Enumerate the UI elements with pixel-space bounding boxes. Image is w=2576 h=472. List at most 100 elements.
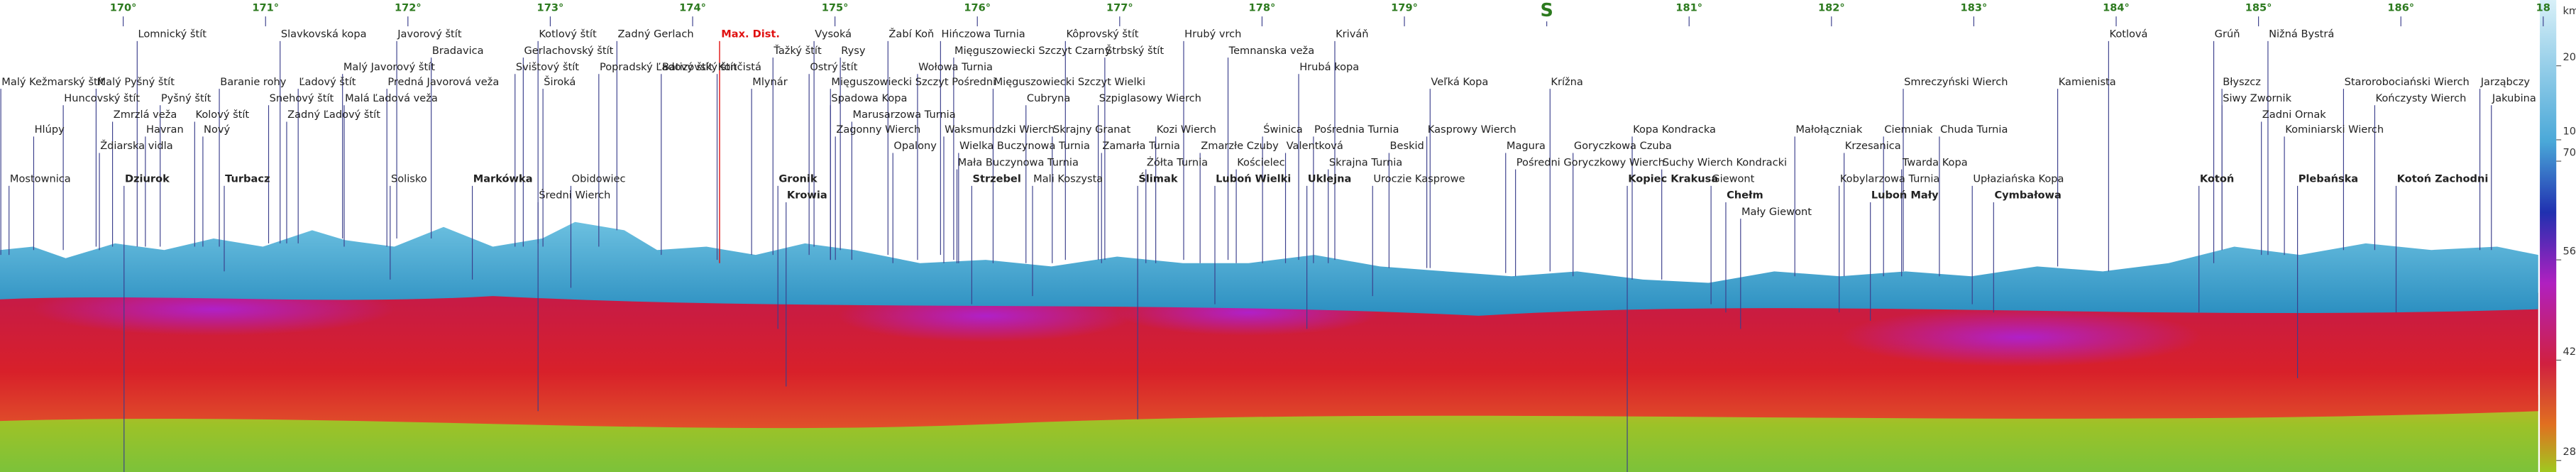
peak-label: Kôprovský štít	[1066, 28, 1138, 40]
peak-label: Zamarła Turnia	[1102, 140, 1180, 152]
compass-label: 170°	[110, 2, 137, 14]
peak-label: Široká	[544, 75, 576, 88]
compass-label: S	[1540, 0, 1553, 21]
peak-label: Nižná Bystrá	[2269, 28, 2334, 40]
peak-label: Gronik	[778, 173, 818, 185]
peak-label: Dziurok	[125, 173, 170, 185]
peak-label: Havran	[146, 124, 184, 136]
peak-label: Giewont	[1712, 173, 1754, 185]
peak-label: Zadný Ľadový štít	[287, 109, 380, 121]
peak-label: Mała Buczynowa Turnia	[958, 156, 1079, 168]
peak-label: Cubryna	[1027, 92, 1070, 104]
peak-label: Kotoń Zachodni	[2397, 173, 2489, 185]
peak-label: Kotlový štít	[539, 28, 597, 40]
peak-label: Obidowiec	[572, 173, 626, 185]
peak-label: Beskid	[1390, 140, 1424, 152]
peak-label: Javorový štít	[397, 28, 462, 40]
compass-label: 185°	[2245, 2, 2272, 14]
peak-label: Goryczkowa Czuba	[1574, 140, 1672, 152]
peak-label: Malý Pyšný štít	[97, 76, 175, 88]
peak-label: Slavkovská kopa	[281, 28, 367, 40]
peak-label: Kozi Wierch	[1157, 124, 1216, 136]
peak-label: Średni Wierch	[539, 189, 610, 202]
peak-label: Lomnický štít	[138, 28, 207, 40]
peak-label: Svištový štít	[516, 61, 579, 73]
peak-label: Kościelec	[1237, 156, 1284, 168]
peak-label: Hrubý vrch	[1184, 28, 1241, 40]
peak-label: Snehový štít	[270, 92, 334, 104]
peak-label: Mięguszowiecki Szczyt Pośredni	[831, 76, 996, 88]
peak-label: Huncovský štít	[64, 92, 140, 104]
peak-label: Štrbský štít	[1106, 44, 1164, 57]
peak-label: Strzebel	[973, 173, 1021, 185]
peak-label: Kasprowy Wierch	[1428, 124, 1517, 136]
peak-label: Kopiec Krakusa	[1628, 173, 1718, 185]
compass-label: 182°	[1818, 2, 1845, 14]
peak-label: Grúň	[2215, 28, 2240, 40]
peak-label: Skrajna Turnia	[1329, 156, 1402, 168]
peak-label: Nový	[204, 124, 230, 136]
peak-label: Kotlová	[2110, 28, 2148, 40]
compass-label: 171°	[252, 2, 279, 14]
peak-label: Żółta Turnia	[1147, 155, 1208, 168]
peak-label: Kriváň	[1336, 28, 1368, 40]
peak-label: Kominiarski Wierch	[2285, 124, 2384, 136]
terrain	[0, 221, 2538, 472]
shade	[1839, 307, 2202, 367]
peak-label: Popradský Ľadový štít	[600, 61, 713, 73]
peak-label: Kopa Kondracka	[1633, 124, 1716, 136]
peak-label: Ťažký štít	[773, 45, 822, 57]
peak-label: Ciemniak	[1884, 124, 1933, 136]
peak-label: Ľadový štít	[299, 76, 356, 88]
peak-label: Cymbałowa	[1994, 190, 2061, 202]
peak-label: Zadný Gerlach	[617, 28, 693, 40]
peak-label: Markówka	[473, 173, 533, 185]
peak-label: Kotoń	[2200, 173, 2234, 185]
peak-label: Plebańska	[2299, 173, 2358, 185]
peak-label: Suchy Wierch Kondracki	[1663, 156, 1787, 168]
peak-label: Mięguszowiecki Szczyt Czarny	[954, 45, 1111, 57]
peak-label: Błyszcz	[2223, 76, 2261, 88]
peak-label: Małołączniak	[1795, 124, 1862, 136]
peak-label: Uklejna	[1308, 173, 1352, 185]
compass-label: 177°	[1106, 2, 1133, 14]
peak-label: Chełm	[1727, 190, 1763, 202]
peak-label: Predná Javorová veža	[387, 76, 499, 88]
compass-label: 186°	[2387, 2, 2414, 14]
max-dist-label: Max. Dist.	[721, 28, 780, 40]
peak-label: Jarząbczy	[2480, 76, 2531, 88]
peak-label: Uroczie Kasprowe	[1373, 173, 1465, 185]
peak-label: Mostownica	[10, 173, 71, 185]
peak-label: Jakubina	[2492, 92, 2536, 104]
peak-label: Starorobociański Wierch	[2345, 76, 2470, 88]
scale-label: 100	[2563, 125, 2576, 137]
peak-label: Mali Koszysta	[1033, 173, 1103, 185]
compass-label: 173°	[537, 2, 564, 14]
peak-label: Upłaziańska Kopa	[1973, 173, 2064, 185]
compass-label: 184°	[2103, 2, 2130, 14]
peak-label: Ślimak	[1138, 172, 1177, 185]
peak-label: Luboń Mały	[1871, 190, 1939, 202]
peak-label: Ždiarska vidla	[100, 139, 172, 152]
compass-label: 178°	[1249, 2, 1276, 14]
peak-label: Smreczyński Wierch	[1904, 76, 2008, 88]
peak-label: Twarda Kopa	[1902, 156, 1968, 168]
compass-label: 175°	[822, 2, 849, 14]
peak-label: Marusarzowa Turnia	[853, 109, 956, 121]
peak-label: Wołowa Turnia	[918, 61, 993, 73]
compass-label: 179°	[1391, 2, 1418, 14]
peak-label: Spadowa Kopa	[831, 92, 907, 104]
peak-label: Temnanska veža	[1228, 45, 1314, 57]
peak-label: Zmarzłe Czuby	[1201, 140, 1279, 152]
scale-label: 200	[2563, 51, 2576, 63]
peak-label: Skrajny Granat	[1053, 124, 1131, 136]
compass-label: 18	[2536, 2, 2550, 14]
scale-label: 70	[2563, 146, 2576, 158]
compass-label: 172°	[395, 2, 422, 14]
distance-bar	[2540, 0, 2557, 472]
high-range	[0, 221, 2538, 316]
peak-label: Siwy Zwornik	[2223, 92, 2291, 104]
peak-label: Rysy	[841, 45, 866, 57]
